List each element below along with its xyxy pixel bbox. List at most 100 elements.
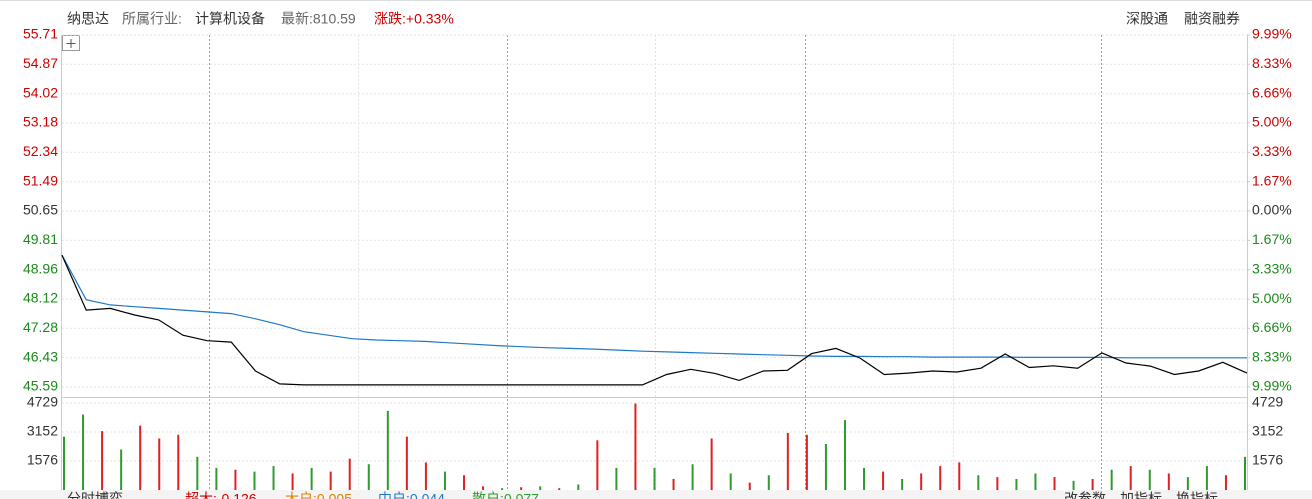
volume-bar [463, 475, 466, 490]
volume-bar [272, 466, 275, 490]
y-tick-label: 1576 [27, 452, 58, 468]
y-tick-label: 49.81 [23, 231, 58, 247]
volume-bar [939, 466, 942, 490]
volume-bar [329, 471, 332, 490]
y2-tick-label: 5.00% [1252, 290, 1292, 306]
volume-bar [501, 488, 504, 490]
volume-bar [653, 467, 656, 490]
y-tick-label: 51.49 [23, 172, 58, 188]
industry[interactable]: 计算机设备 [195, 11, 265, 27]
volume-bar [634, 403, 637, 490]
y2-tick-label: 5.00% [1252, 114, 1292, 130]
footer-button[interactable]: 加指标 [1120, 491, 1162, 499]
y2-tick-label: 6.66% [1252, 319, 1292, 335]
volume-bar [1167, 473, 1170, 490]
volume-bar [1053, 477, 1056, 490]
y-tick-label: 3152 [27, 423, 58, 439]
volume-bar [672, 478, 675, 490]
volume-bar [1110, 469, 1113, 490]
volume-bar [1148, 469, 1151, 490]
volume-bar [843, 420, 846, 490]
volume-bar [882, 471, 885, 490]
y2-tick-label: 6.66% [1252, 84, 1292, 100]
footer-button[interactable]: 改参数 [1064, 491, 1106, 499]
volume-bar [977, 475, 980, 490]
link[interactable]: 深股通 [1126, 11, 1168, 27]
y2-tick-label: 0.00% [1252, 202, 1292, 218]
industry-label: 所属行业: [122, 11, 182, 27]
volume-bar [615, 467, 618, 490]
volume-bar [348, 458, 351, 490]
volume-bar [1091, 478, 1094, 490]
y2-tick-label: 1.67% [1252, 172, 1292, 188]
footer-bar [0, 490, 1312, 499]
volume-bar [1129, 466, 1132, 490]
volume-bar [253, 471, 256, 490]
stock-name: 纳思达 [67, 11, 109, 27]
footer-item: 散户:0.077 [472, 491, 539, 499]
volume-bar [901, 478, 904, 490]
volume-bar [748, 482, 751, 490]
y2-tick-label: 1576 [1252, 452, 1283, 468]
volume-bar [405, 436, 408, 490]
volume-bar [596, 440, 599, 490]
volume-bar [920, 473, 923, 490]
volume-bar [120, 449, 123, 490]
y2-tick-label: 3152 [1252, 423, 1283, 439]
volume-bar [424, 462, 427, 490]
footer-item: 超大:-0.126 [185, 491, 257, 499]
volume-bar [158, 438, 161, 490]
volume-bar [786, 432, 789, 490]
y-tick-label: 53.18 [23, 114, 58, 130]
volume-bar [863, 467, 866, 490]
y-tick-label: 4729 [27, 394, 58, 410]
volume-bar [767, 475, 770, 490]
change: 涨跌:+0.33% [374, 11, 454, 27]
y-tick-label: 50.65 [23, 202, 58, 218]
price-line [61, 254, 1247, 359]
y2-tick-label: 4729 [1252, 394, 1283, 410]
volume-bar [1072, 480, 1075, 490]
y-tick-label: 45.59 [23, 378, 58, 394]
volume-bar [520, 487, 523, 490]
volume-bar [1224, 475, 1227, 490]
volume-bar [234, 469, 237, 490]
volume-bar [958, 462, 961, 490]
y-tick-label: 54.87 [23, 55, 58, 71]
y-tick-label: 47.28 [23, 319, 58, 335]
y2-tick-label: 9.99% [1252, 26, 1292, 42]
volume-bar [443, 471, 446, 490]
y-tick-label: 52.34 [23, 143, 58, 159]
y2-tick-label: 3.33% [1252, 260, 1292, 276]
volume-bar [996, 477, 999, 490]
volume-bar [367, 464, 370, 490]
y2-tick-label: 3.33% [1252, 143, 1292, 159]
volume-bar [729, 473, 732, 490]
volume-bar [539, 486, 542, 490]
volume-bar [1015, 478, 1018, 490]
volume-bar [63, 436, 65, 490]
y-tick-label: 55.71 [23, 26, 58, 42]
volume-bar [1244, 456, 1246, 490]
y-tick-label: 48.12 [23, 290, 58, 306]
footer-item: 中户:0.044 [378, 491, 445, 499]
y-tick-label: 48.96 [23, 260, 58, 276]
volume-bar [291, 473, 294, 490]
footer-button[interactable]: 换指标 [1176, 491, 1218, 499]
volume-bar [310, 467, 313, 490]
volume-bar [101, 431, 104, 490]
y2-tick-label: 9.99% [1252, 378, 1292, 394]
footer-item[interactable]: 分时博弈 [67, 491, 123, 499]
link[interactable]: 融资融券 [1184, 11, 1240, 27]
footer-item: 大户:0.005 [285, 491, 352, 499]
plus-icon [66, 39, 76, 48]
volume-bar [196, 456, 199, 490]
volume-bar [177, 434, 180, 490]
volume-bar [1205, 466, 1208, 490]
volume-bar [215, 467, 218, 490]
volume-bar [691, 464, 694, 490]
volume-bar [82, 414, 85, 490]
latest: 最新:810.59 [281, 11, 356, 27]
y2-tick-label: 8.33% [1252, 348, 1292, 364]
